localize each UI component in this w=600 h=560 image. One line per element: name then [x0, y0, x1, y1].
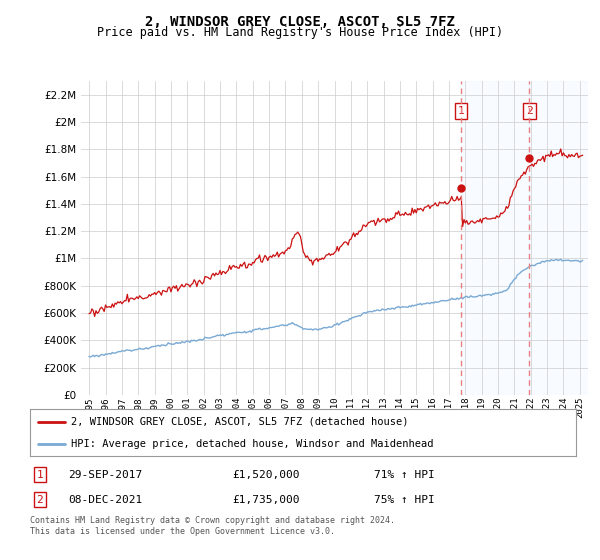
Text: 71% ↑ HPI: 71% ↑ HPI [374, 470, 435, 479]
Text: £1,735,000: £1,735,000 [232, 495, 299, 505]
Text: 2: 2 [37, 495, 43, 505]
Text: HPI: Average price, detached house, Windsor and Maidenhead: HPI: Average price, detached house, Wind… [71, 438, 433, 449]
Bar [461, 81, 529, 395]
Text: 2: 2 [526, 106, 533, 116]
Text: 75% ↑ HPI: 75% ↑ HPI [374, 495, 435, 505]
Text: 2, WINDSOR GREY CLOSE, ASCOT, SL5 7FZ: 2, WINDSOR GREY CLOSE, ASCOT, SL5 7FZ [145, 15, 455, 29]
Text: Price paid vs. HM Land Registry's House Price Index (HPI): Price paid vs. HM Land Registry's House … [97, 26, 503, 39]
Text: 08-DEC-2021: 08-DEC-2021 [68, 495, 142, 505]
Text: 1: 1 [37, 470, 43, 479]
Bar [529, 81, 588, 395]
Text: 29-SEP-2017: 29-SEP-2017 [68, 470, 142, 479]
Text: Contains HM Land Registry data © Crown copyright and database right 2024.
This d: Contains HM Land Registry data © Crown c… [30, 516, 395, 536]
Text: £1,520,000: £1,520,000 [232, 470, 299, 479]
Text: 1: 1 [458, 106, 464, 116]
Text: 2, WINDSOR GREY CLOSE, ASCOT, SL5 7FZ (detached house): 2, WINDSOR GREY CLOSE, ASCOT, SL5 7FZ (d… [71, 417, 409, 427]
